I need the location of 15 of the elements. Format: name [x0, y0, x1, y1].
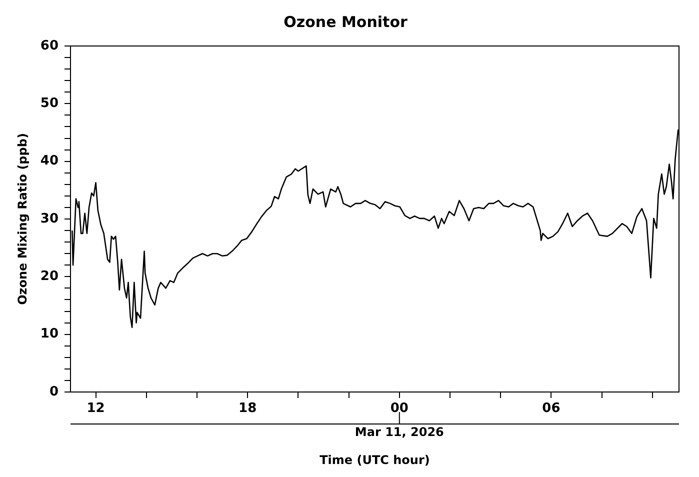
x-tick-label: 00 [390, 401, 408, 416]
x-tick-label: 12 [86, 401, 105, 416]
x-tick-label: 06 [542, 401, 560, 416]
y-tick-label: 0 [49, 384, 58, 400]
x-axis-title: Time (UTC hour) [320, 452, 430, 467]
y-tick-label: 60 [40, 38, 58, 54]
chart-title: Ozone Monitor [284, 12, 408, 31]
text: Mar 11, 2026 [354, 425, 444, 440]
y-tick-label: 40 [40, 154, 58, 169]
y-tick-label: 10 [40, 326, 58, 342]
y-tick-label: 50 [40, 96, 58, 112]
y-tick-label: 30 [40, 211, 58, 226]
x-tick-label: 18 [238, 401, 257, 416]
y-axis-title: Ozone Mixing Ratio (ppb) [15, 133, 30, 305]
y-tick-label: 20 [40, 269, 58, 284]
